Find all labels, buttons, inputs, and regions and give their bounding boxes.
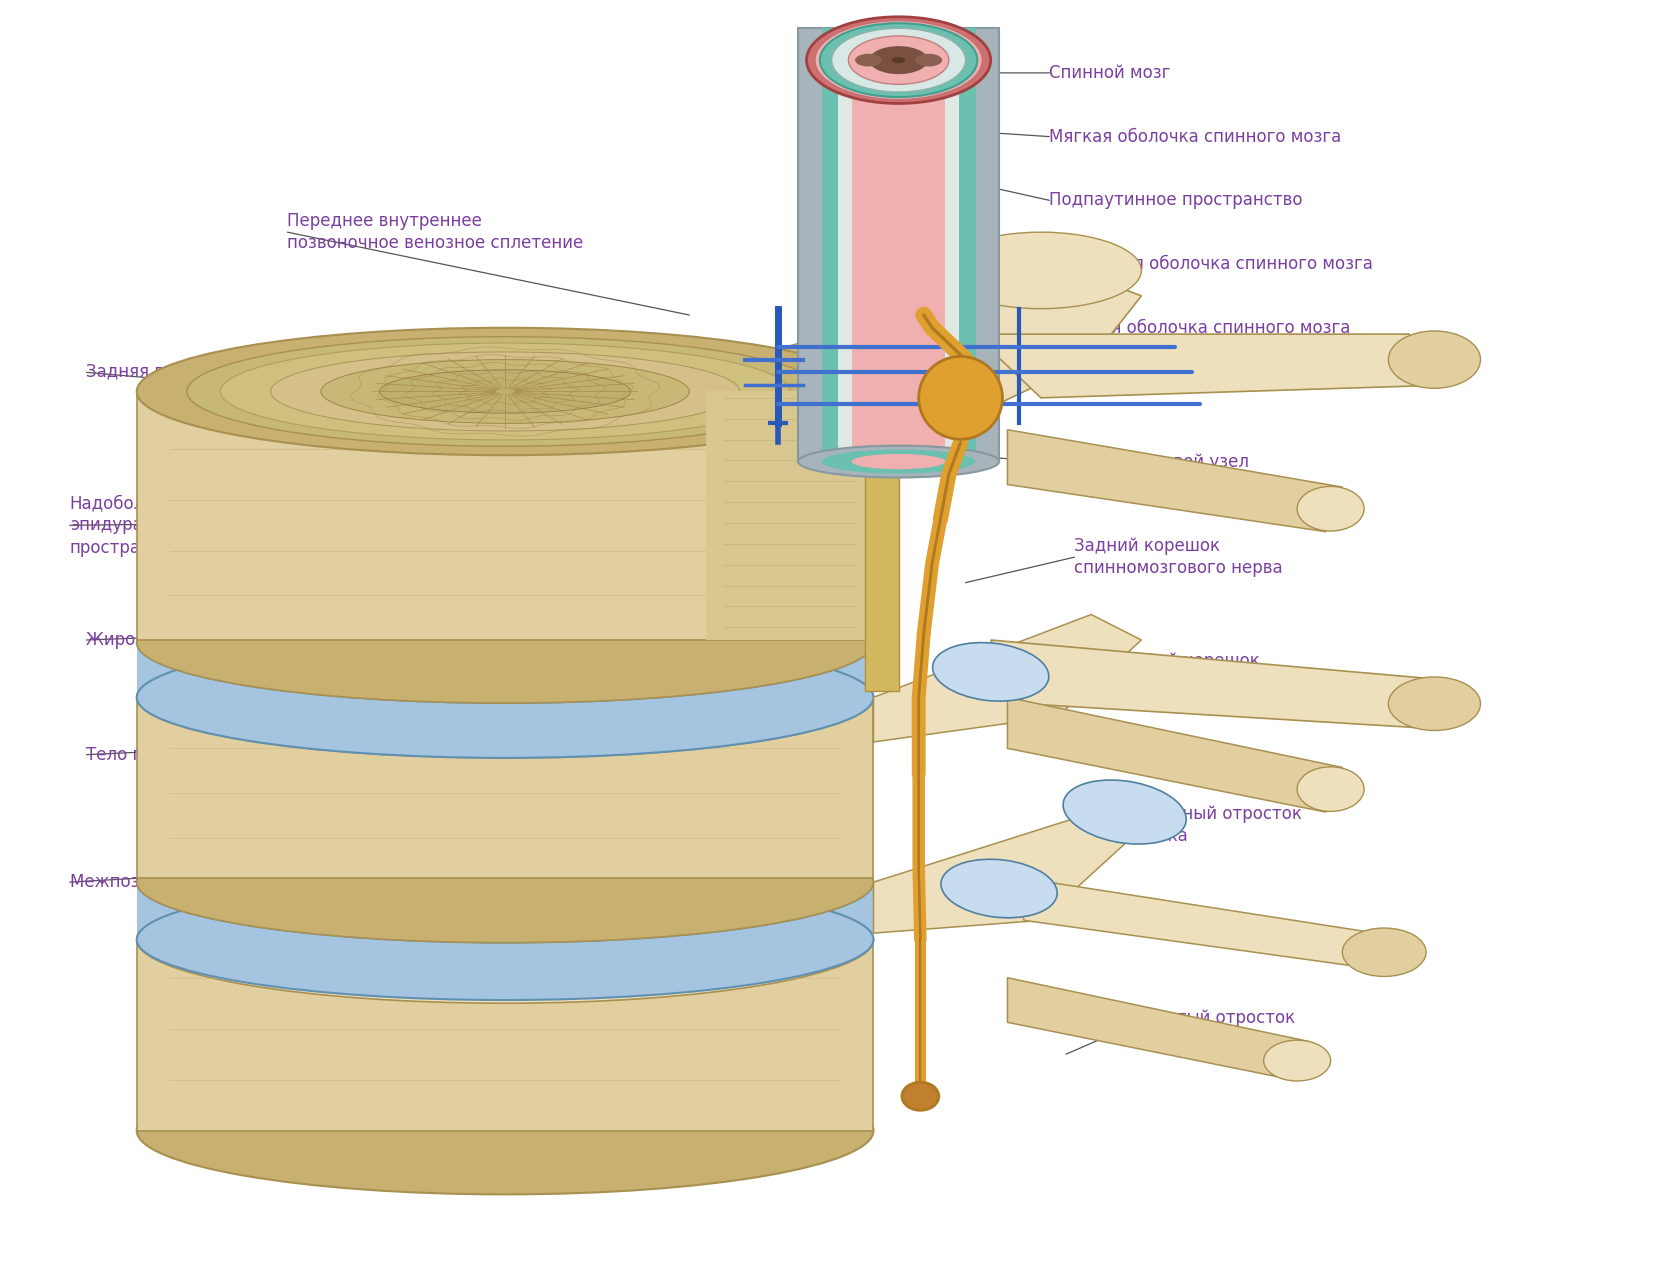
Ellipse shape bbox=[852, 454, 946, 470]
Ellipse shape bbox=[869, 46, 927, 74]
Ellipse shape bbox=[822, 449, 976, 474]
Ellipse shape bbox=[1388, 332, 1480, 388]
Ellipse shape bbox=[136, 637, 874, 758]
Polygon shape bbox=[706, 392, 874, 640]
Polygon shape bbox=[874, 257, 1141, 424]
Ellipse shape bbox=[136, 876, 874, 1004]
Ellipse shape bbox=[136, 582, 874, 703]
Polygon shape bbox=[874, 818, 1124, 933]
Text: Надоболочечное
эпидуральное
пространство: Надоболочечное эпидуральное пространство bbox=[71, 494, 217, 557]
Text: Передний корешок
спинномозгового нерва: Передний корешок спинномозгового нерва bbox=[1092, 652, 1300, 692]
Ellipse shape bbox=[136, 328, 874, 456]
Polygon shape bbox=[1008, 978, 1309, 1080]
Ellipse shape bbox=[916, 54, 942, 67]
Ellipse shape bbox=[832, 28, 966, 92]
Text: Мягкая оболочка спинного мозга: Мягкая оболочка спинного мозга bbox=[1050, 128, 1342, 146]
Ellipse shape bbox=[1388, 677, 1480, 731]
Ellipse shape bbox=[798, 445, 1000, 477]
Text: Задний корешок
спинномозгового нерва: Задний корешок спинномозгового нерва bbox=[1075, 538, 1284, 577]
Ellipse shape bbox=[941, 232, 1141, 308]
Ellipse shape bbox=[1263, 1041, 1331, 1080]
Ellipse shape bbox=[815, 20, 983, 100]
Ellipse shape bbox=[220, 343, 790, 440]
Ellipse shape bbox=[941, 859, 1057, 918]
Ellipse shape bbox=[136, 582, 874, 703]
Ellipse shape bbox=[1297, 486, 1364, 531]
Text: Остистый отросток
позвонка: Остистый отросток позвонка bbox=[1124, 1009, 1295, 1048]
Ellipse shape bbox=[932, 643, 1048, 701]
Polygon shape bbox=[136, 392, 874, 640]
Text: Межпозвоночный диск: Межпозвоночный диск bbox=[71, 873, 272, 891]
Ellipse shape bbox=[186, 337, 823, 447]
Polygon shape bbox=[136, 643, 874, 694]
Polygon shape bbox=[874, 614, 1141, 742]
Ellipse shape bbox=[1342, 928, 1426, 977]
Ellipse shape bbox=[270, 352, 739, 431]
Polygon shape bbox=[739, 308, 958, 411]
Polygon shape bbox=[822, 28, 976, 462]
Ellipse shape bbox=[321, 360, 689, 424]
Ellipse shape bbox=[820, 23, 978, 97]
Polygon shape bbox=[838, 28, 959, 462]
Text: Паутинная оболочка спинного мозга: Паутинная оболочка спинного мозга bbox=[1050, 255, 1373, 273]
Polygon shape bbox=[798, 28, 1000, 462]
Text: Спинномозговой узел: Спинномозговой узел bbox=[1058, 453, 1248, 471]
Text: Поперечный отросток
позвонка: Поперечный отросток позвонка bbox=[1107, 805, 1302, 845]
Ellipse shape bbox=[136, 822, 874, 942]
Ellipse shape bbox=[672, 347, 823, 424]
Polygon shape bbox=[136, 882, 874, 936]
Polygon shape bbox=[136, 940, 874, 1130]
Polygon shape bbox=[136, 698, 874, 878]
Ellipse shape bbox=[892, 56, 906, 63]
Ellipse shape bbox=[855, 54, 882, 67]
Ellipse shape bbox=[848, 36, 949, 84]
Polygon shape bbox=[865, 379, 899, 691]
Polygon shape bbox=[1008, 876, 1393, 972]
Polygon shape bbox=[852, 28, 946, 462]
Ellipse shape bbox=[902, 1082, 939, 1110]
Ellipse shape bbox=[380, 370, 630, 413]
Ellipse shape bbox=[136, 637, 874, 758]
Text: Тело позвонка: Тело позвонка bbox=[86, 746, 213, 764]
Text: Переднее внутреннее
позвоночное венозное сплетение: Переднее внутреннее позвоночное венозное… bbox=[287, 212, 583, 252]
Ellipse shape bbox=[919, 356, 1003, 439]
Polygon shape bbox=[1008, 698, 1342, 812]
Polygon shape bbox=[1008, 430, 1342, 531]
Ellipse shape bbox=[1063, 780, 1186, 844]
Ellipse shape bbox=[136, 822, 874, 942]
Text: Подпаутинное пространство: Подпаутинное пространство bbox=[1050, 191, 1302, 210]
Text: Жировая клетчатка: Жировая клетчатка bbox=[86, 631, 262, 649]
Ellipse shape bbox=[136, 1068, 874, 1194]
Ellipse shape bbox=[806, 17, 991, 104]
Text: Задняя продольная связка: Задняя продольная связка bbox=[86, 364, 323, 381]
Ellipse shape bbox=[136, 879, 874, 1000]
Polygon shape bbox=[991, 640, 1443, 730]
Text: Твёрдая оболочка спинного мозга: Твёрдая оболочка спинного мозга bbox=[1050, 319, 1351, 337]
Ellipse shape bbox=[1297, 767, 1364, 812]
Text: Спинной мозг: Спинной мозг bbox=[1050, 64, 1171, 82]
Polygon shape bbox=[974, 334, 1443, 398]
